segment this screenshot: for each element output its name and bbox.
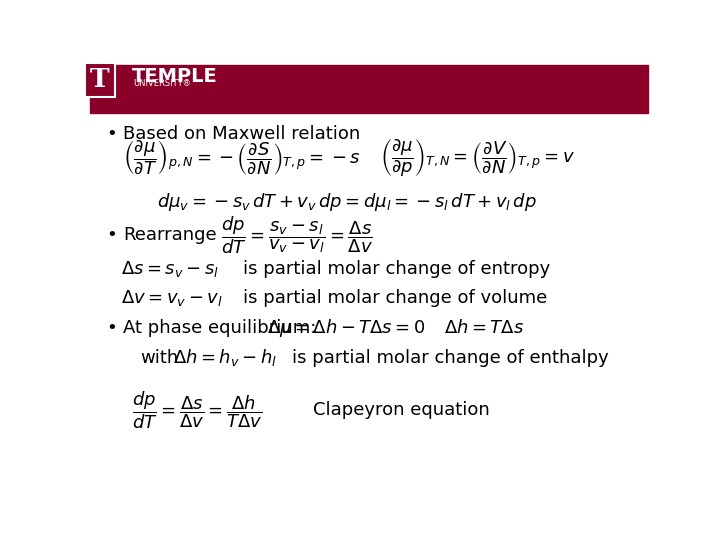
Text: UNIVERSITY®: UNIVERSITY® xyxy=(133,79,191,87)
Text: is partial molar change of volume: is partial molar change of volume xyxy=(243,289,548,307)
Text: Τ: Τ xyxy=(90,68,110,92)
Text: $\Delta s = s_v - s_l$: $\Delta s = s_v - s_l$ xyxy=(121,259,219,279)
Text: is partial molar change of entropy: is partial molar change of entropy xyxy=(243,260,551,279)
Text: Clapeyron equation: Clapeyron equation xyxy=(313,401,490,419)
Bar xyxy=(90,65,648,113)
Text: $d\mu_v = -s_v\,dT + v_v\,dp = d\mu_l = -s_l\,dT + v_l\,dp$: $d\mu_v = -s_v\,dT + v_v\,dp = d\mu_l = … xyxy=(157,191,536,213)
Text: Rearrange: Rearrange xyxy=(124,226,217,244)
Text: $\left(\dfrac{\partial \mu}{\partial T}\right)_{p,N}= -\left(\dfrac{\partial S}{: $\left(\dfrac{\partial \mu}{\partial T}\… xyxy=(124,139,361,178)
Text: $\left(\dfrac{\partial \mu}{\partial p}\right)_{T,N}= \left(\dfrac{\partial V}{\: $\left(\dfrac{\partial \mu}{\partial p}\… xyxy=(380,138,575,179)
Text: $\Delta v = v_v - v_l$: $\Delta v = v_v - v_l$ xyxy=(121,288,222,308)
Text: •: • xyxy=(107,320,117,338)
Text: •: • xyxy=(107,125,117,143)
Text: At phase equilibrium:: At phase equilibrium: xyxy=(124,320,317,338)
Text: $\Delta h = h_v - h_l$: $\Delta h = h_v - h_l$ xyxy=(173,347,276,368)
Text: $\dfrac{dp}{dT} = \dfrac{s_v - s_l}{v_v - v_l} = \dfrac{\Delta s}{\Delta v}$: $\dfrac{dp}{dT} = \dfrac{s_v - s_l}{v_v … xyxy=(221,214,373,256)
Text: Based on Maxwell relation: Based on Maxwell relation xyxy=(124,125,361,143)
Text: $\dfrac{dp}{dT} = \dfrac{\Delta s}{\Delta v} = \dfrac{\Delta h}{T\Delta v}$: $\dfrac{dp}{dT} = \dfrac{\Delta s}{\Delt… xyxy=(132,389,263,431)
Text: TEMPLE: TEMPLE xyxy=(132,67,217,86)
Text: with: with xyxy=(140,349,179,367)
Text: is partial molar change of enthalpy: is partial molar change of enthalpy xyxy=(292,349,608,367)
Text: •: • xyxy=(107,226,117,244)
Text: $\Delta h = T\Delta s$: $\Delta h = T\Delta s$ xyxy=(444,320,524,338)
Text: $\Delta\mu = \Delta h - T\Delta s = 0$: $\Delta\mu = \Delta h - T\Delta s = 0$ xyxy=(267,318,426,340)
